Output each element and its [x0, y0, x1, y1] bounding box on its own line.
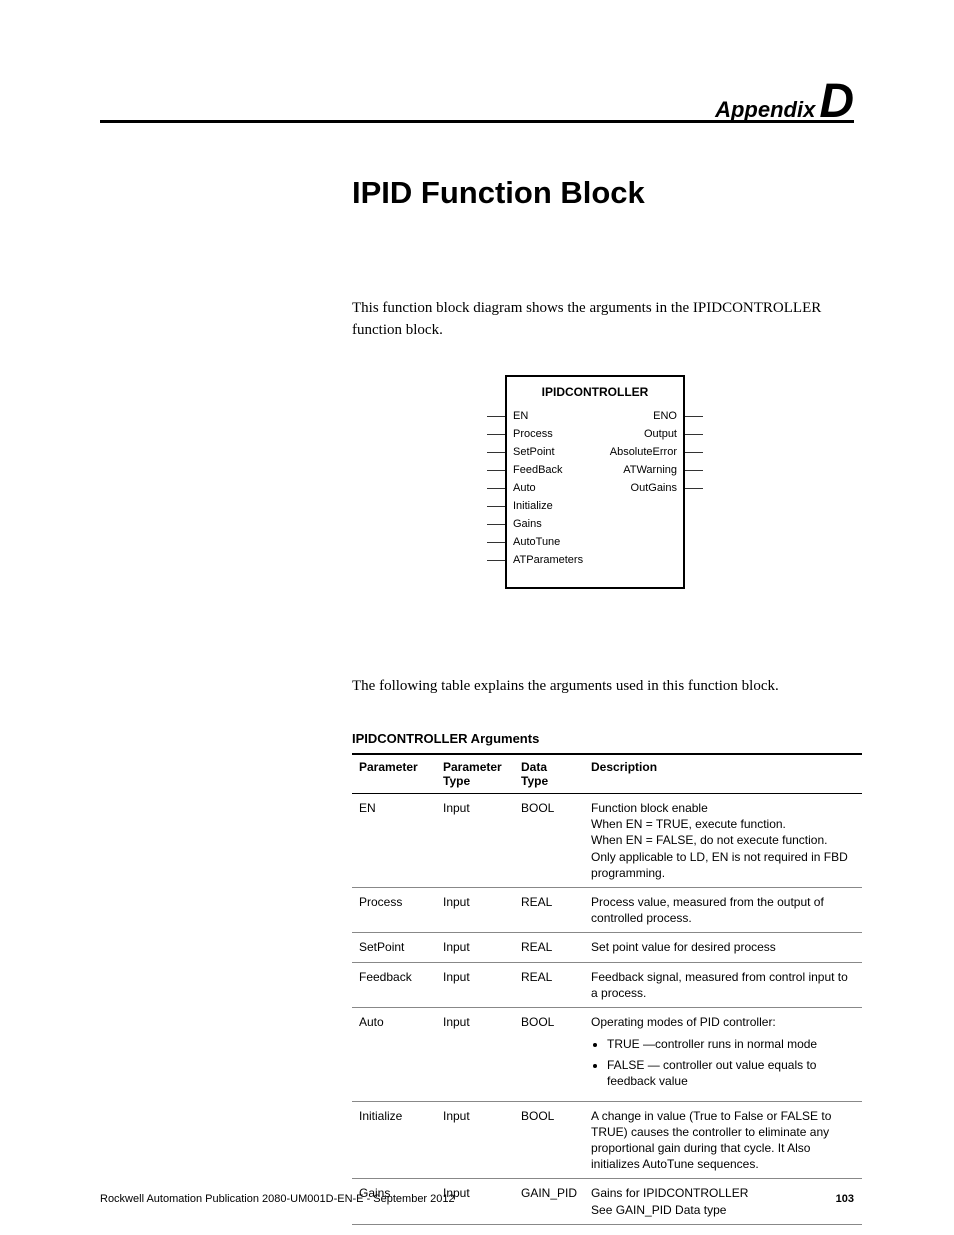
- cell-description: Feedback signal, measured from control i…: [584, 962, 862, 1007]
- function-block-box: IPIDCONTROLLER ENENOProcessOutputSetPoin…: [505, 375, 685, 589]
- function-block-ports: ENENOProcessOutputSetPointAbsoluteErrorF…: [507, 407, 683, 569]
- cell-parameter: Initialize: [352, 1101, 436, 1179]
- output-port: OutGains: [593, 479, 683, 497]
- wire-left: [487, 542, 505, 543]
- table-row: AutoInputBOOLOperating modes of PID cont…: [352, 1007, 862, 1101]
- table-header-row: Parameter Parameter Type Data Type Descr…: [352, 754, 862, 794]
- table-row: FeedbackInputREALFeedback signal, measur…: [352, 962, 862, 1007]
- cell-parameter-type: Input: [436, 962, 514, 1007]
- th-data-type: Data Type: [514, 754, 584, 794]
- arguments-table: Parameter Parameter Type Data Type Descr…: [352, 753, 862, 1225]
- input-port: Initialize: [507, 497, 683, 515]
- function-block-diagram: IPIDCONTROLLER ENENOProcessOutputSetPoin…: [505, 375, 725, 589]
- wire-left: [487, 452, 505, 453]
- page-number: 103: [836, 1193, 854, 1205]
- wire-left: [487, 470, 505, 471]
- wire-right: [685, 470, 703, 471]
- cell-data-type: BOOL: [514, 1101, 584, 1179]
- desc-line: A change in value (True to False or FALS…: [591, 1108, 855, 1173]
- wire-right: [685, 452, 703, 453]
- wire-left: [487, 506, 505, 507]
- wire-left: [487, 434, 505, 435]
- cell-parameter-type: Input: [436, 1007, 514, 1101]
- desc-bullet-list: TRUE —controller runs in normal mode FALS…: [591, 1036, 855, 1090]
- desc-intro: Operating modes of PID controller:: [591, 1014, 855, 1030]
- cell-parameter: SetPoint: [352, 933, 436, 962]
- table-row: InitializeInputBOOLA change in value (Tr…: [352, 1101, 862, 1179]
- cell-description: Set point value for desired process: [584, 933, 862, 962]
- output-port: AbsoluteError: [593, 443, 683, 461]
- input-port: Gains: [507, 515, 683, 533]
- page-title: IPID Function Block: [352, 175, 645, 211]
- function-block-title: IPIDCONTROLLER: [507, 385, 683, 399]
- input-port: ATParameters: [507, 551, 683, 569]
- cell-description: Operating modes of PID controller: TRUE —…: [584, 1007, 862, 1101]
- cell-data-type: BOOL: [514, 794, 584, 888]
- cell-data-type: BOOL: [514, 1007, 584, 1101]
- cell-data-type: REAL: [514, 933, 584, 962]
- wire-right: [685, 434, 703, 435]
- wire-left: [487, 488, 505, 489]
- desc-line: Set point value for desired process: [591, 939, 855, 955]
- publication-info: Rockwell Automation Publication 2080-UM0…: [100, 1193, 455, 1205]
- wire-left: [487, 524, 505, 525]
- output-port: ATWarning: [593, 461, 683, 479]
- cell-description: Function block enableWhen EN = TRUE, exe…: [584, 794, 862, 888]
- cell-data-type: REAL: [514, 962, 584, 1007]
- cell-parameter: Auto: [352, 1007, 436, 1101]
- th-parameter-type: Parameter Type: [436, 754, 514, 794]
- desc-line: Function block enable: [591, 800, 855, 816]
- desc-line: When EN = TRUE, execute function.: [591, 816, 855, 832]
- desc-line: Process value, measured from the output …: [591, 894, 855, 926]
- th-description: Description: [584, 754, 862, 794]
- intro-text: This function block diagram shows the ar…: [352, 298, 852, 342]
- wire-left: [487, 416, 505, 417]
- cell-description: A change in value (True to False or FALS…: [584, 1101, 862, 1179]
- cell-description: Process value, measured from the output …: [584, 887, 862, 932]
- cell-parameter-type: Input: [436, 933, 514, 962]
- input-port: AutoTune: [507, 533, 683, 551]
- desc-bullet: FALSE — controller out value equals to f…: [607, 1057, 855, 1089]
- wire-left: [487, 560, 505, 561]
- desc-bullet: TRUE —controller runs in normal mode: [607, 1036, 855, 1052]
- desc-line: When EN = FALSE, do not execute function…: [591, 832, 855, 848]
- appendix-label: Appendix: [715, 97, 815, 122]
- table-row: ENInputBOOLFunction block enableWhen EN …: [352, 794, 862, 888]
- table-row: ProcessInputREALProcess value, measured …: [352, 887, 862, 932]
- table-heading: IPIDCONTROLLER Arguments: [352, 731, 539, 746]
- output-port: Output: [593, 425, 683, 443]
- header-rule: [100, 120, 854, 123]
- cell-parameter: Feedback: [352, 962, 436, 1007]
- cell-parameter-type: Input: [436, 887, 514, 932]
- cell-parameter-type: Input: [436, 1101, 514, 1179]
- output-port: ENO: [593, 407, 683, 425]
- wire-right: [685, 416, 703, 417]
- cell-parameter: EN: [352, 794, 436, 888]
- wire-right: [685, 488, 703, 489]
- cell-parameter-type: Input: [436, 794, 514, 888]
- table-row: SetPointInputREAL Set point value for des…: [352, 933, 862, 962]
- table-intro-text: The following table explains the argumen…: [352, 678, 852, 695]
- desc-line: Only applicable to LD, EN is not require…: [591, 849, 855, 881]
- cell-data-type: REAL: [514, 887, 584, 932]
- th-parameter: Parameter: [352, 754, 436, 794]
- page-footer: Rockwell Automation Publication 2080-UM0…: [100, 1193, 854, 1205]
- desc-line: Feedback signal, measured from control i…: [591, 969, 855, 1001]
- cell-parameter: Process: [352, 887, 436, 932]
